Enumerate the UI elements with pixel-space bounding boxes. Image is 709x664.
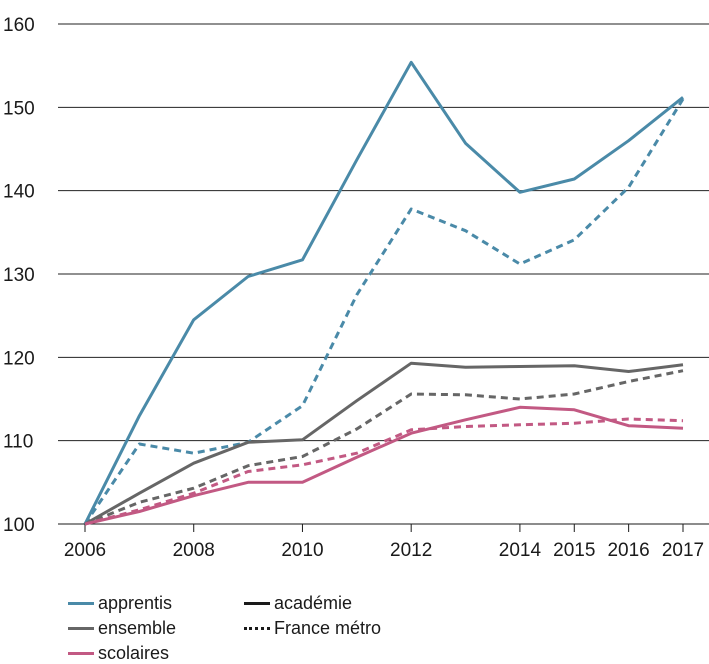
legend-swatch-apprentis — [68, 601, 94, 605]
x-tick-label-2010: 2010 — [281, 540, 323, 561]
y-tick-label-150: 150 — [3, 98, 35, 119]
legend-label-academie: académie — [274, 592, 353, 613]
y-tick-label-130: 130 — [3, 265, 35, 286]
x-axis-ticks: 2006 2008 2010 2012 2014 2015 2016 2017 — [64, 524, 704, 561]
legend-label-apprentis: apprentis — [98, 592, 173, 613]
x-tick-label-2015: 2015 — [553, 540, 595, 561]
legend-swatch-ensemble — [68, 626, 94, 630]
legend-item-apprentis: apprentis — [68, 592, 172, 614]
legend-label-france-metro: France métro — [274, 617, 382, 638]
y-tick-label-100: 100 — [3, 515, 35, 536]
x-tick-label-2017: 2017 — [662, 540, 704, 561]
legend-swatch-scolaires — [68, 651, 94, 655]
legend-item-scolaires: scolaires — [68, 642, 169, 664]
legend-label-ensemble: ensemble — [98, 617, 177, 638]
series-line-scolaires-academie — [84, 405, 684, 526]
x-tick-label-2012: 2012 — [390, 540, 432, 561]
x-tick-label-2006: 2006 — [64, 540, 106, 561]
y-tick-label-110: 110 — [3, 432, 33, 453]
legend-item-academie: académie — [244, 592, 352, 614]
y-axis-ticks: 100 110 120 130 140 150 160 — [3, 15, 35, 536]
series-line-apprentis-france-metro — [83, 98, 685, 525]
legend-swatch-academie — [244, 601, 270, 605]
legend-swatch-france-metro — [244, 626, 270, 630]
series-lines — [83, 60, 685, 526]
gridlines — [58, 23, 709, 525]
y-tick-label-120: 120 — [3, 348, 35, 369]
series-line-apprentis-academie — [83, 60, 684, 525]
x-tick-label-2014: 2014 — [499, 540, 542, 561]
legend-item-ensemble: ensemble — [68, 617, 176, 639]
x-tick-label-2016: 2016 — [607, 540, 649, 561]
x-tick-label-2008: 2008 — [173, 540, 215, 561]
legend-label-scolaires: scolaires — [98, 642, 170, 663]
y-tick-label-160: 160 — [3, 15, 35, 36]
series-line-ensemble-academie — [84, 361, 684, 526]
legend-item-france-metro: France métro — [244, 617, 381, 639]
y-tick-label-140: 140 — [3, 182, 35, 203]
series-line-scolaires-france-metro — [84, 417, 684, 526]
